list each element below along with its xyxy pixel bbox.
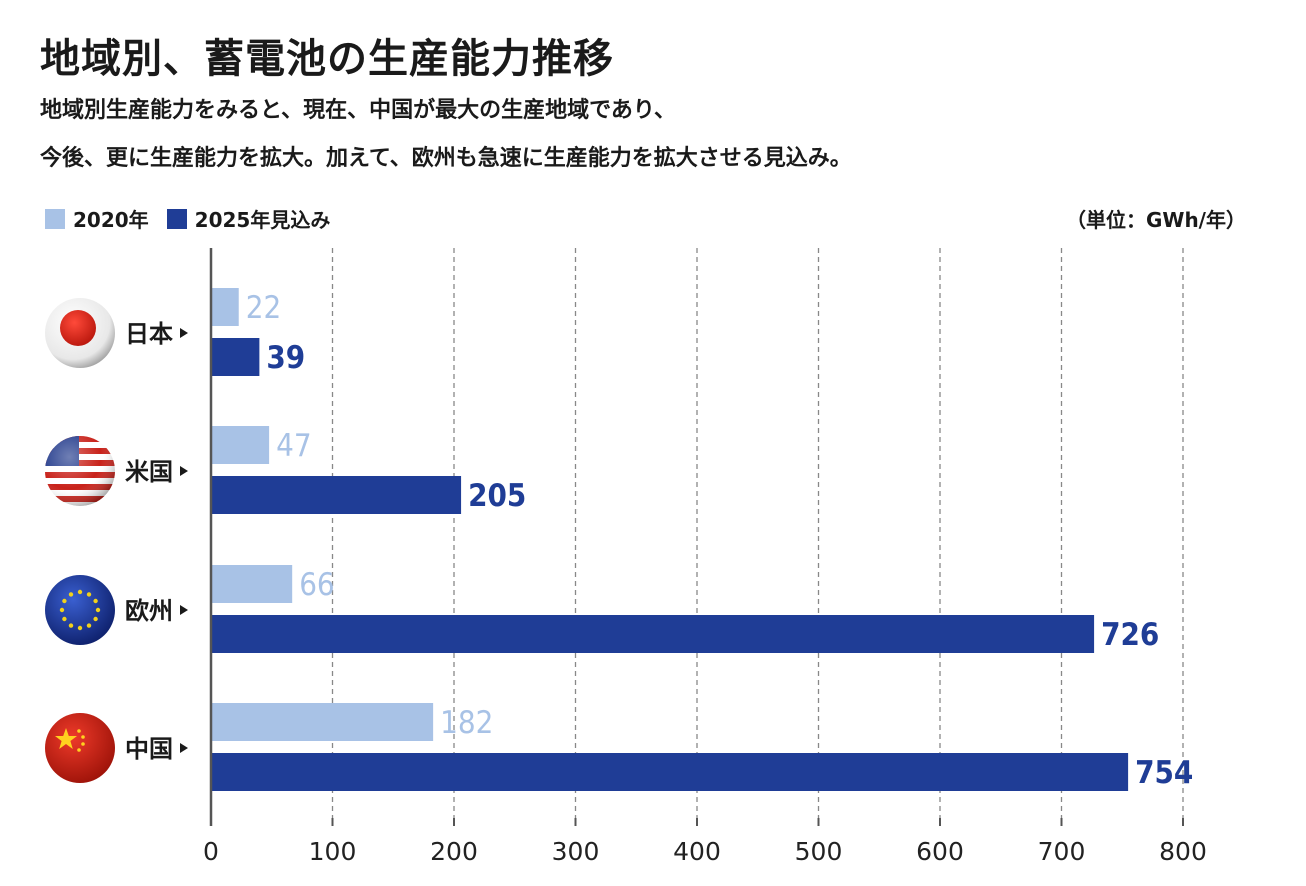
bar-日本-2025年見込み [212,338,260,376]
bar-日本-2020年 [212,288,239,326]
value-label-欧州-2025年見込み: 726 [1101,617,1159,653]
bar-中国-2025年見込み [212,753,1129,791]
category-pointer-icon [180,743,188,753]
bar-米国-2020年 [212,426,270,464]
category-pointer-icon [180,605,188,615]
legend-item-2020: 2020年 [45,204,149,233]
category-label-日本: 日本 [125,320,173,348]
value-label-日本-2025年見込み: 39 [266,340,305,376]
x-tick-label-100: 100 [309,837,357,866]
category-label-米国: 米国 [125,458,173,486]
usa-flag-icon [45,436,115,506]
unit-label: （単位：GWh/年） [1065,208,1246,232]
x-tick-label-200: 200 [430,837,478,866]
value-label-中国-2020年: 182 [440,705,493,741]
legend-label-2025: 2025年見込み [194,208,331,232]
legend-swatch-2020 [45,208,65,229]
category-label-欧州: 欧州 [125,597,173,625]
x-tick-label-800: 800 [1159,837,1207,866]
grid-lines [331,248,1184,818]
x-tick-label-500: 500 [795,837,843,866]
x-tick-label-0: 0 [203,837,219,866]
bar-欧州-2020年 [212,565,293,603]
value-label-欧州-2020年: 66 [299,567,334,603]
x-tick-label-600: 600 [916,837,964,866]
legend-item-2025: 2025年見込み [166,204,331,233]
category-pointer-icon [180,466,188,476]
chart-title: 地域別、蓄電池の生産能力推移 [40,36,614,82]
category-pointer-icon [180,328,188,338]
value-label-米国-2025年見込み: 205 [468,478,526,514]
value-labels: 22 39 47 205 66 726 182 754 [246,290,1194,791]
legend-swatch-2025 [166,208,187,229]
legend: 2020年 2025年見込み [45,204,348,233]
eu-flag-icon [45,575,115,645]
bar-欧州-2025年見込み [212,615,1095,653]
china-flag-icon [45,713,115,783]
japan-flag-icon [45,298,115,368]
x-tick-label-700: 700 [1038,837,1086,866]
bars [212,288,1129,791]
subtitle-line-1: 地域別生産能力をみると、現在、中国が最大の生産地域であり、 [40,98,677,123]
value-label-中国-2025年見込み: 754 [1135,755,1193,791]
bar-米国-2025年見込み [212,476,462,514]
bar-中国-2020年 [212,703,434,741]
legend-label-2020: 2020年 [73,208,149,232]
x-tick-label-400: 400 [673,837,721,866]
value-label-米国-2020年: 47 [276,428,311,464]
category-label-中国: 中国 [125,735,173,763]
subtitle-line-2: 今後、更に生産能力を拡大。加えて、欧州も急速に生産能力を拡大させる見込み。 [40,146,852,171]
axes: 0 100 200 300 400 500 600 700 800 [203,248,1207,866]
value-label-日本-2020年: 22 [246,290,281,326]
x-tick-label-300: 300 [552,837,600,866]
